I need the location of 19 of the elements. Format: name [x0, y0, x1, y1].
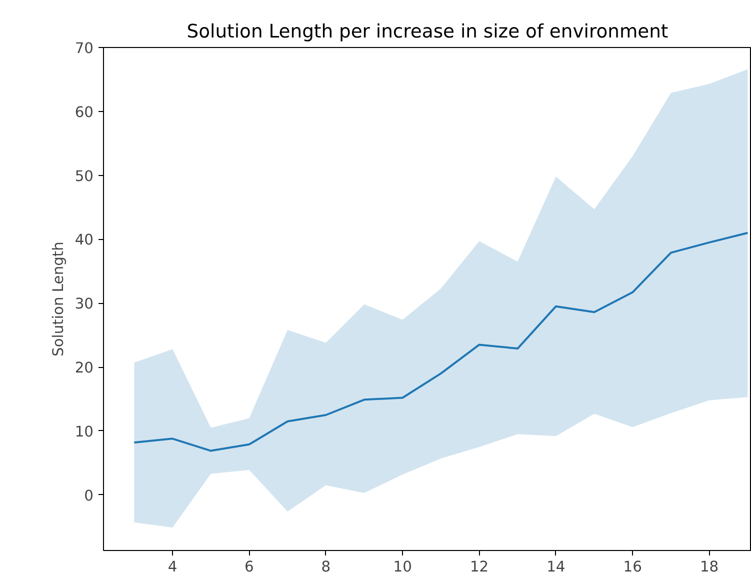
- x-tick-label: 8: [321, 558, 331, 576]
- x-tick-label: 10: [393, 558, 412, 576]
- y-tick-label: 0: [84, 487, 94, 504]
- y-tick-label: 10: [74, 423, 94, 440]
- y-tick-label: 60: [74, 104, 94, 121]
- x-tick-label: 12: [470, 558, 489, 576]
- y-axis-title: Solution Length: [50, 242, 67, 356]
- y-tick-label: 50: [74, 168, 94, 185]
- y-tick-label: 70: [74, 40, 94, 57]
- x-tick-label: 16: [623, 558, 642, 576]
- x-tick-label: 4: [168, 558, 178, 576]
- x-tick-label: 6: [244, 558, 254, 576]
- y-tick-label: 30: [74, 296, 94, 313]
- y-tick-label: 20: [74, 360, 94, 377]
- y-tick-label: 40: [74, 232, 94, 249]
- x-tick-label: 14: [546, 558, 566, 576]
- chart-title: Solution Length per increase in size of environment: [186, 22, 668, 42]
- line-series: [133, 232, 749, 452]
- x-tick-label: 18: [700, 558, 719, 576]
